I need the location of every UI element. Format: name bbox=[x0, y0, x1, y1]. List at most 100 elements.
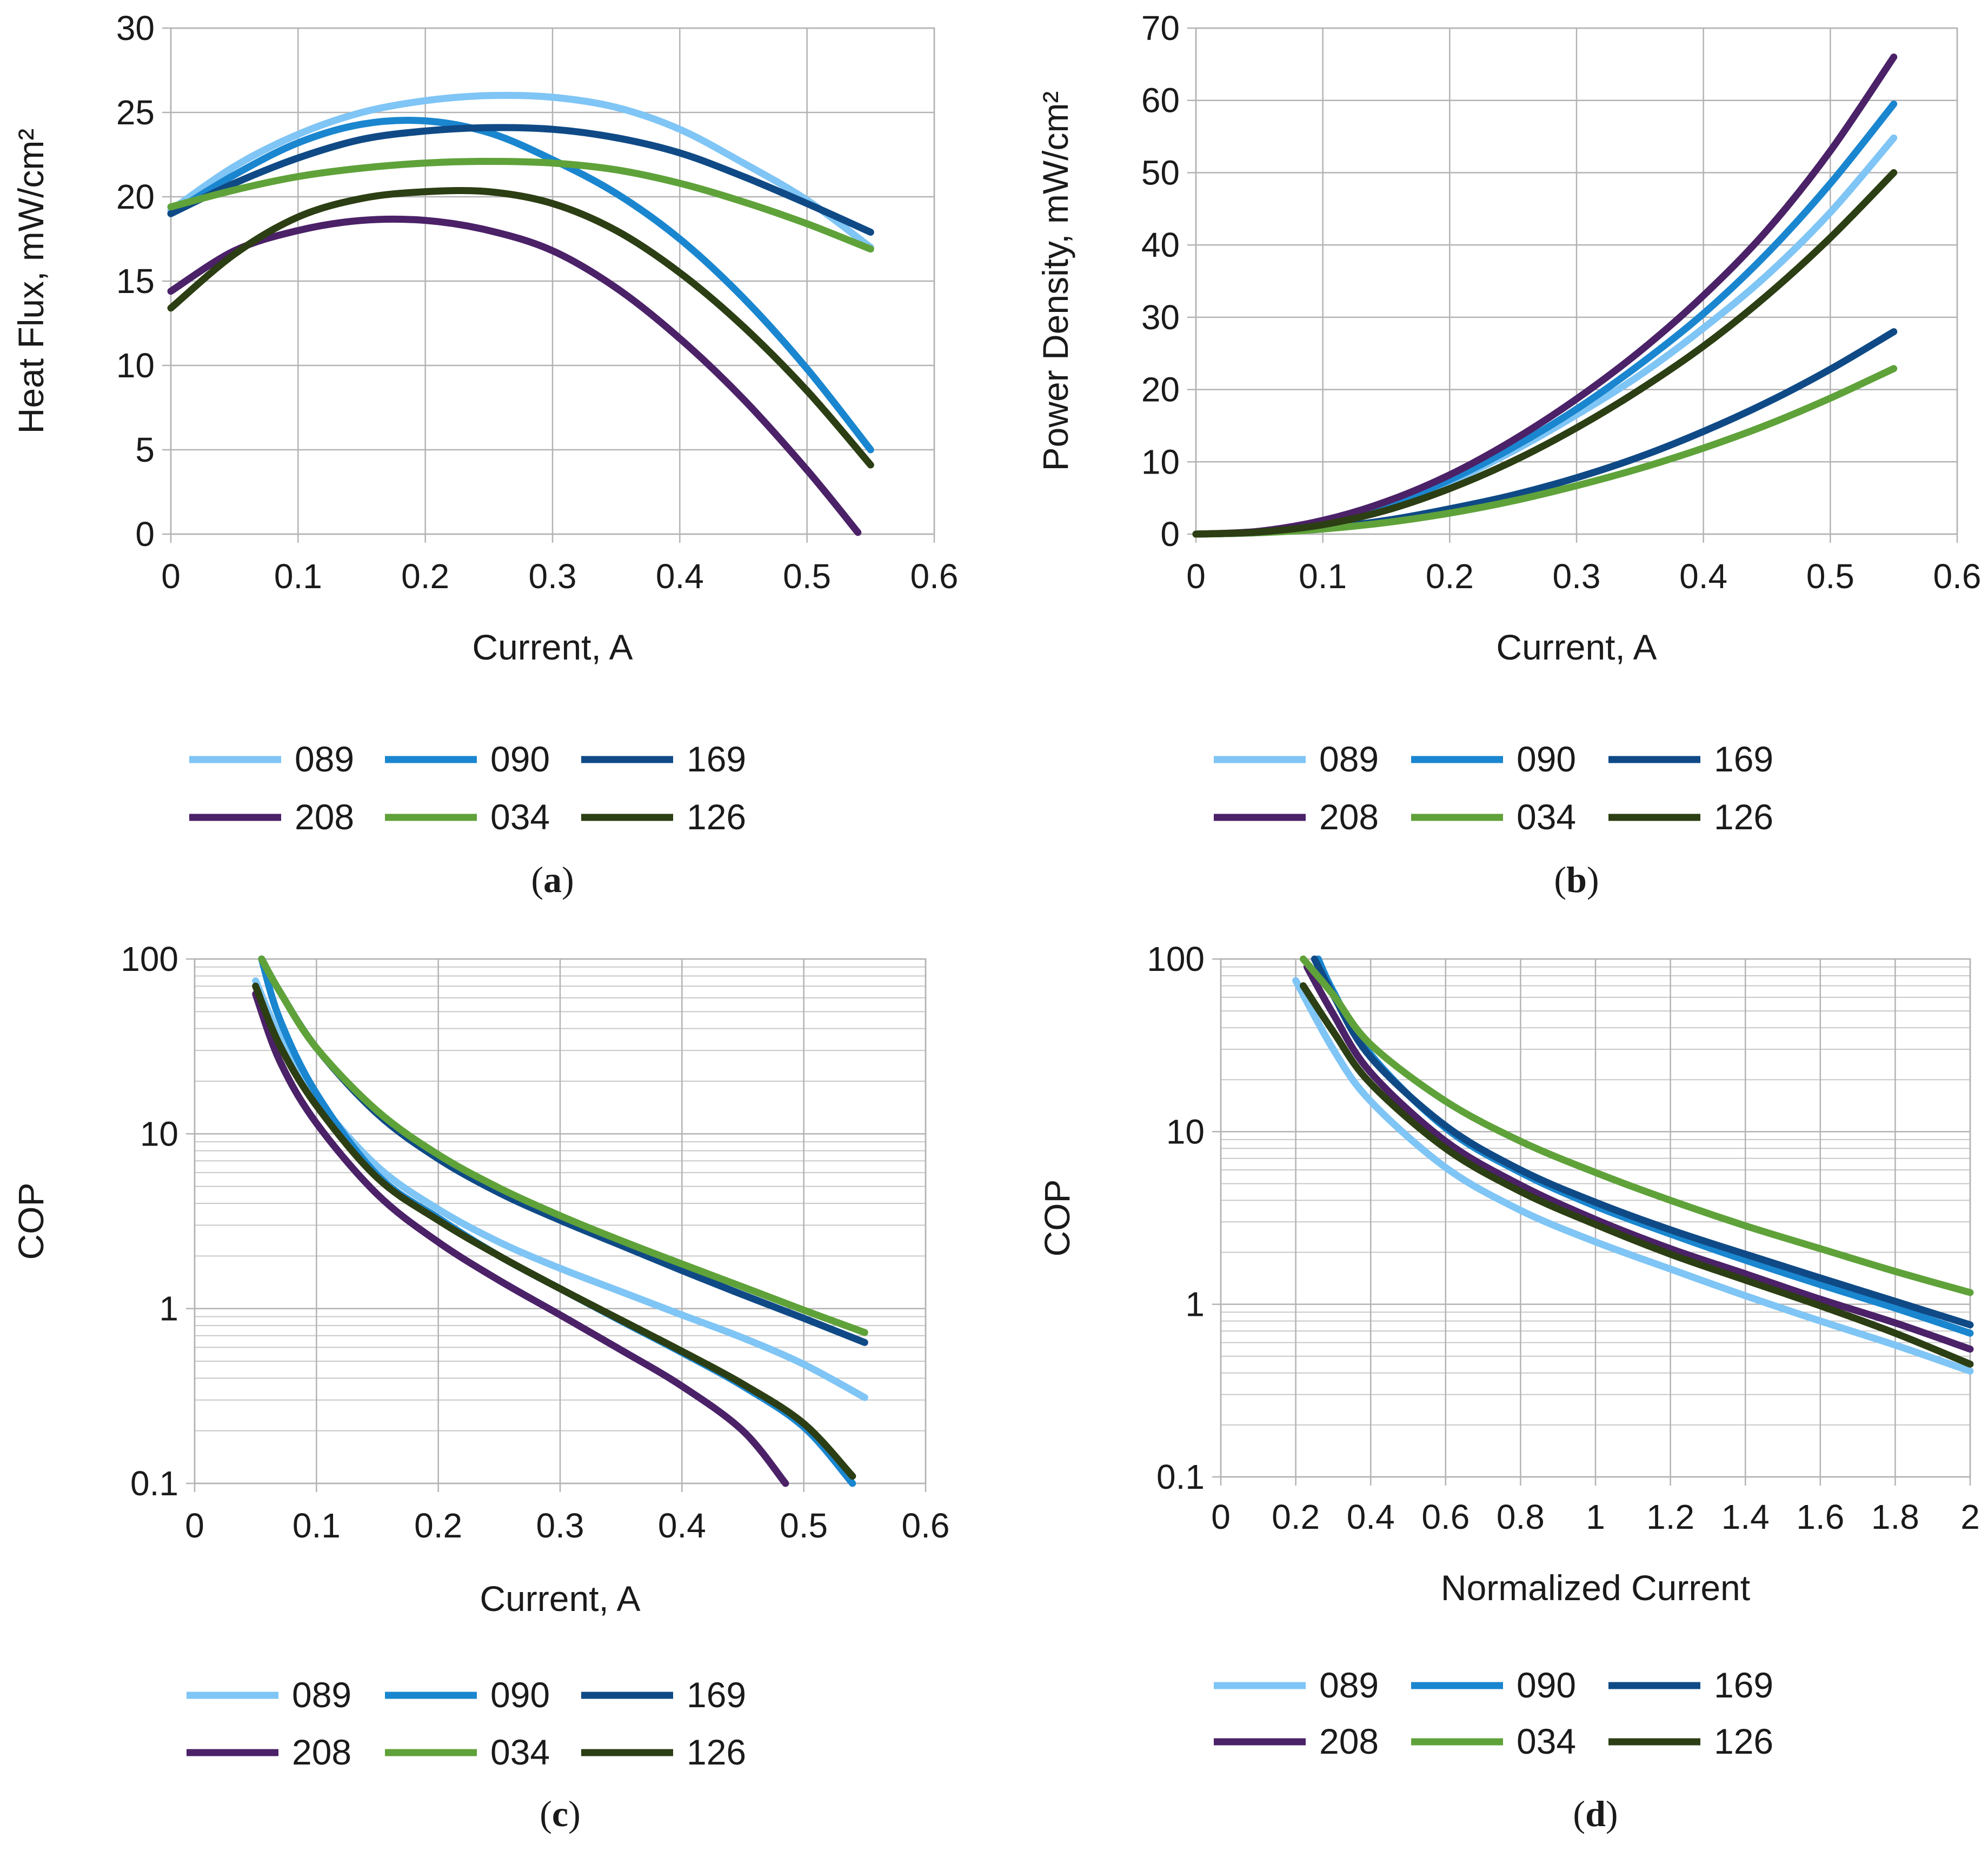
x-axis-label: Current, A bbox=[1496, 627, 1657, 667]
legend-label-126: 126 bbox=[1714, 1721, 1773, 1761]
y-axis-label: Power Density, mW/cm² bbox=[1035, 91, 1075, 471]
series-line-034 bbox=[1192, 365, 1898, 538]
x-tick-label: 0.4 bbox=[658, 1506, 706, 1545]
caption-open: ( bbox=[1554, 859, 1566, 900]
x-axis-label: Current, A bbox=[480, 1579, 640, 1619]
x-axis-label: Normalized Current bbox=[1441, 1568, 1750, 1608]
series-line-208 bbox=[167, 215, 862, 536]
y-axis-label: COP bbox=[1037, 1179, 1077, 1256]
caption-open: ( bbox=[531, 859, 543, 900]
series-line-208 bbox=[252, 990, 789, 1487]
y-tick-label: 0 bbox=[1160, 515, 1180, 554]
y-tick-label: 5 bbox=[135, 430, 155, 469]
legend: 089 090 169 208 034 126 bbox=[1214, 739, 1773, 837]
legend-label-126: 126 bbox=[687, 1732, 746, 1772]
legend-label-208: 208 bbox=[1319, 1721, 1379, 1761]
legend: 089 090 169 208 034 126 bbox=[187, 1675, 746, 1772]
caption-close: ) bbox=[568, 1793, 581, 1834]
series-line-126 bbox=[1300, 982, 1974, 1368]
y-tick-label: 10 bbox=[1141, 442, 1180, 481]
series-group bbox=[252, 955, 868, 1487]
legend: 089 090 169 208 034 126 bbox=[1214, 1665, 1773, 1761]
x-tick-label: 2 bbox=[1960, 1497, 1980, 1536]
legend-label-089: 089 bbox=[1319, 739, 1379, 779]
y-tick-label: 10 bbox=[140, 1114, 178, 1153]
legend: 089 090 169 208 034 126 bbox=[189, 739, 746, 837]
caption-open: ( bbox=[540, 1793, 552, 1834]
grid bbox=[1187, 27, 1958, 543]
caption-close: ) bbox=[1606, 1793, 1618, 1834]
series-line-034 bbox=[1300, 955, 1974, 1296]
legend-label-208: 208 bbox=[295, 797, 354, 837]
legend-label-034: 034 bbox=[1517, 1721, 1576, 1761]
caption-letter: c bbox=[552, 1793, 568, 1834]
plot-frame bbox=[194, 958, 927, 1484]
series-line-169 bbox=[167, 124, 874, 236]
x-tick-label: 0.2 bbox=[414, 1506, 462, 1545]
x-tick-label: 0.2 bbox=[1426, 557, 1474, 596]
series-line-034 bbox=[258, 955, 868, 1336]
x-tick-label: 0.6 bbox=[902, 1506, 950, 1545]
x-axis-label: Current, A bbox=[472, 627, 633, 667]
y-axis-label: Heat Flux, mW/cm² bbox=[11, 129, 51, 434]
series-line-090 bbox=[1192, 100, 1898, 538]
x-tick-label: 0.5 bbox=[780, 1506, 828, 1545]
legend-label-089: 089 bbox=[295, 739, 354, 779]
legend-label-126: 126 bbox=[687, 797, 746, 837]
grid bbox=[186, 958, 927, 1492]
plot-frame bbox=[1220, 958, 1971, 1478]
y-tick-label: 30 bbox=[116, 9, 155, 48]
series-group bbox=[1192, 54, 1898, 538]
x-tick-label: 0.3 bbox=[536, 1506, 584, 1545]
legend-label-090: 090 bbox=[490, 739, 550, 779]
legend-label-208: 208 bbox=[1319, 797, 1379, 837]
caption-letter: a bbox=[543, 859, 562, 900]
chart-panel-a: 0 0.1 0.2 0.3 0.4 0.5 0.6 0 5 10 15 20 25 30 Current, … bbox=[11, 9, 958, 900]
x-tick-label: 0 bbox=[1186, 557, 1206, 596]
legend-label-089: 089 bbox=[292, 1675, 351, 1715]
chart-panel-d: 0 0.2 0.4 0.6 0.8 1 1.2 1.4 1.6 1.8 2 0.1 1 10 100 Norm… bbox=[1037, 940, 1980, 1834]
x-tick-label: 0.4 bbox=[1347, 1497, 1395, 1536]
y-tick-label: 40 bbox=[1141, 225, 1180, 264]
y-tick-label: 50 bbox=[1141, 153, 1180, 192]
y-tick-label: 0.1 bbox=[130, 1464, 178, 1503]
chart-panel-b: 0 0.1 0.2 0.3 0.4 0.5 0.6 0 10 20 30 40 50 60 70 Curren… bbox=[1035, 9, 1981, 900]
panel-caption: (d) bbox=[1573, 1793, 1618, 1834]
legend-label-169: 169 bbox=[1714, 1665, 1773, 1705]
x-tick-label: 0.4 bbox=[656, 557, 704, 596]
x-tick-label: 0.6 bbox=[1933, 557, 1982, 596]
panel-caption: (c) bbox=[540, 1793, 581, 1834]
legend-label-169: 169 bbox=[687, 739, 746, 779]
x-tick-label: 0 bbox=[185, 1506, 204, 1545]
plot-frame bbox=[1195, 27, 1958, 535]
grid bbox=[162, 27, 935, 543]
legend-label-089: 089 bbox=[1319, 1665, 1379, 1705]
x-tick-label: 0.1 bbox=[274, 557, 322, 596]
legend-label-169: 169 bbox=[687, 1675, 746, 1715]
legend-label-090: 090 bbox=[1517, 739, 1576, 779]
x-tick-label: 0.1 bbox=[1299, 557, 1347, 596]
legend-label-208: 208 bbox=[292, 1732, 351, 1772]
x-tick-label: 1.6 bbox=[1796, 1497, 1844, 1536]
series-line-089 bbox=[167, 91, 874, 251]
y-tick-label: 1 bbox=[1185, 1285, 1205, 1324]
legend-label-034: 034 bbox=[490, 1732, 550, 1772]
y-tick-label: 100 bbox=[121, 940, 178, 978]
series-line-090 bbox=[167, 117, 874, 454]
legend-label-034: 034 bbox=[490, 797, 550, 837]
y-tick-label: 0.1 bbox=[1156, 1457, 1205, 1496]
series-line-126 bbox=[167, 187, 874, 469]
caption-letter: d bbox=[1585, 1793, 1606, 1834]
caption-close: ) bbox=[562, 859, 574, 900]
series-line-169 bbox=[1311, 955, 1974, 1329]
caption-open: ( bbox=[1573, 1793, 1585, 1834]
y-tick-label: 15 bbox=[116, 262, 155, 301]
series-line-089 bbox=[1292, 977, 1974, 1375]
legend-label-090: 090 bbox=[490, 1675, 550, 1715]
y-tick-label: 70 bbox=[1141, 9, 1180, 48]
y-tick-label: 20 bbox=[1141, 370, 1180, 409]
series-group bbox=[167, 91, 874, 536]
series-line-126 bbox=[1192, 169, 1898, 538]
legend-label-126: 126 bbox=[1714, 797, 1773, 837]
